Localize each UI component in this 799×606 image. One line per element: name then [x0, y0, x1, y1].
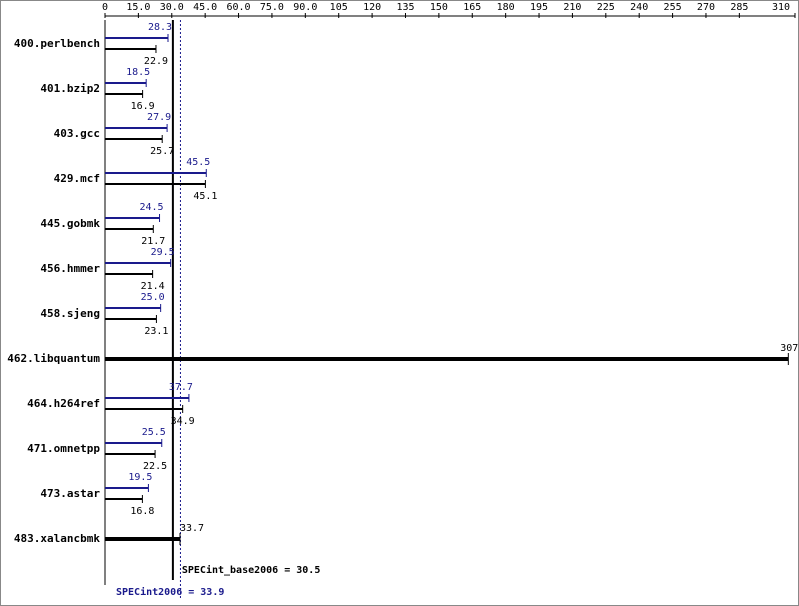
- benchmark-label: 429.mcf: [54, 172, 100, 185]
- value-label: 29.5: [151, 247, 175, 258]
- value-label: 37.7: [169, 382, 193, 393]
- x-tick-label: 60.0: [227, 2, 251, 13]
- x-tick-label: 0: [102, 2, 108, 13]
- x-tick-label: 270: [697, 2, 715, 13]
- benchmark-label: 483.xalancbmk: [14, 532, 100, 545]
- value-label: 21.7: [141, 236, 165, 247]
- benchmark-label: 401.bzip2: [40, 82, 100, 95]
- value-label: 25.7: [150, 146, 174, 157]
- value-label: 18.5: [126, 67, 150, 78]
- x-tick-label: 45.0: [193, 2, 217, 13]
- value-label: 33.7: [180, 523, 204, 534]
- x-tick-label: 30.0: [160, 2, 184, 13]
- value-label: 21.4: [141, 281, 165, 292]
- x-tick-label: 195: [530, 2, 548, 13]
- x-tick-label: 120: [363, 2, 381, 13]
- value-label: 34.9: [171, 416, 195, 427]
- value-label: 23.1: [144, 326, 168, 337]
- value-label: 24.5: [139, 202, 163, 213]
- value-label: 22.9: [144, 56, 168, 67]
- value-label: 22.5: [143, 461, 167, 472]
- value-label: 16.8: [130, 506, 154, 517]
- value-label: 25.0: [141, 292, 165, 303]
- x-tick-label: 105: [330, 2, 348, 13]
- x-tick-label: 180: [497, 2, 515, 13]
- value-label: 307: [780, 343, 798, 354]
- x-tick-label: 225: [597, 2, 615, 13]
- value-label: 16.9: [131, 101, 155, 112]
- value-label: 28.3: [148, 22, 172, 33]
- base-score-label: SPECint_base2006 = 30.5: [182, 564, 320, 576]
- x-tick-label: 75.0: [260, 2, 284, 13]
- x-tick-label: 135: [396, 2, 414, 13]
- x-tick-label: 240: [630, 2, 648, 13]
- peak-score-label: SPECint2006 = 33.9: [116, 586, 224, 598]
- benchmark-label: 456.hmmer: [40, 262, 100, 275]
- benchmark-label: 445.gobmk: [40, 217, 100, 230]
- value-label: 27.9: [147, 112, 171, 123]
- benchmark-label: 458.sjeng: [40, 307, 100, 320]
- x-tick-label: 165: [463, 2, 481, 13]
- x-tick-label: 285: [730, 2, 748, 13]
- x-tick-label: 210: [563, 2, 581, 13]
- x-tick-label: 150: [430, 2, 448, 13]
- benchmark-label: 471.omnetpp: [27, 442, 100, 455]
- benchmark-label: 473.astar: [40, 487, 100, 500]
- benchmark-label: 462.libquantum: [7, 352, 100, 365]
- x-tick-label: 90.0: [293, 2, 317, 13]
- x-tick-label: 255: [664, 2, 682, 13]
- x-tick-label: 15.0: [126, 2, 150, 13]
- value-label: 45.5: [186, 157, 210, 168]
- value-label: 45.1: [193, 191, 217, 202]
- benchmark-label: 403.gcc: [54, 127, 100, 140]
- x-tick-label: 310: [772, 2, 790, 13]
- benchmark-label: 464.h264ref: [27, 397, 100, 410]
- value-label: 25.5: [142, 427, 166, 438]
- value-label: 19.5: [128, 472, 152, 483]
- benchmark-label: 400.perlbench: [14, 37, 100, 50]
